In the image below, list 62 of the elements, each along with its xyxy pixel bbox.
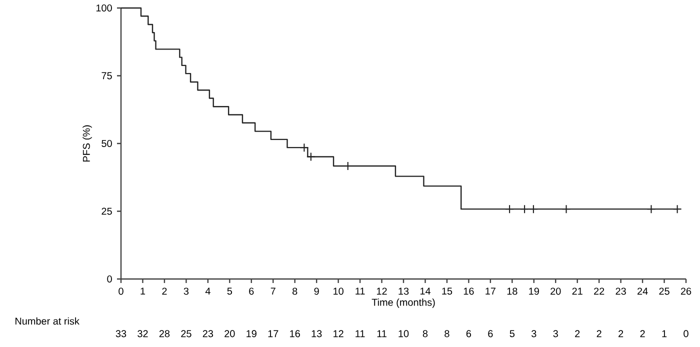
x-tick-label: 25 (659, 288, 670, 295)
text: Number at risk (16, 317, 80, 325)
text: 3 (531, 330, 536, 338)
x-tick-label: 4 (205, 288, 210, 295)
text: 10 (398, 330, 409, 338)
text: 17 (268, 330, 278, 338)
x-tick-label: 6 (249, 288, 254, 295)
x-tick-label: 2 (162, 288, 167, 295)
x-tick-label: 18 (507, 288, 518, 295)
x-tick-label: 10 (334, 288, 344, 295)
text: 2 (640, 330, 645, 338)
y-tick-label: 0 (107, 275, 112, 283)
x-tick-label: 23 (616, 288, 626, 295)
x-tick-label: 1 (140, 288, 146, 295)
text: 5 (510, 330, 515, 338)
text: 23 (202, 330, 214, 338)
text: 19 (246, 330, 256, 338)
text: 13 (312, 330, 322, 338)
text: 6 (488, 330, 493, 338)
text: 2 (618, 330, 624, 338)
x-tick-label: 3 (184, 288, 189, 295)
x-tick-label: 21 (572, 288, 582, 295)
x-tick-label: 5 (227, 288, 232, 295)
y-tick-label: 100 (96, 4, 112, 12)
y-tick-label: 75 (102, 72, 112, 80)
x-tick-label: 0 (118, 288, 124, 295)
text: 8 (422, 330, 428, 338)
x-tick-label: 15 (442, 288, 452, 295)
x-tick-label: 7 (270, 288, 276, 295)
text: 1 (662, 330, 667, 338)
text: 3 (553, 330, 558, 338)
text: 2 (575, 330, 580, 338)
text: 20 (224, 330, 235, 338)
x-tick-label: 16 (464, 288, 474, 295)
text: 11 (377, 330, 386, 338)
x-tick-label: 14 (420, 288, 430, 295)
x-tick-label: 19 (529, 288, 539, 295)
text: 0 (684, 330, 688, 338)
text: 28 (159, 330, 170, 338)
x-tick-label: 20 (550, 288, 561, 295)
x-tick-label: 22 (594, 288, 604, 295)
x-axis-title: Time (months) (372, 298, 435, 308)
text: 6 (466, 330, 472, 338)
text: 33 (116, 330, 126, 338)
x-tick-label: 11 (356, 288, 365, 295)
x-tick-label: 17 (486, 288, 496, 295)
y-tick-label: 25 (102, 208, 112, 215)
x-tick-label: 13 (398, 288, 409, 295)
x-tick-label: 24 (638, 288, 648, 295)
x-tick-label: 8 (292, 288, 298, 295)
x-tick-label: 26 (680, 288, 692, 295)
text: 8 (444, 330, 450, 338)
x-tick-label: 12 (376, 288, 387, 295)
text: 12 (334, 330, 344, 338)
y-tick-label: 50 (102, 140, 112, 148)
text: 25 (181, 330, 192, 338)
text: 16 (290, 330, 300, 338)
text: 2 (596, 330, 602, 338)
text: 32 (138, 330, 148, 338)
y-axis-title: PFS (%) (82, 125, 92, 162)
x-tick-label: 9 (314, 288, 319, 295)
text: 11 (356, 330, 365, 338)
